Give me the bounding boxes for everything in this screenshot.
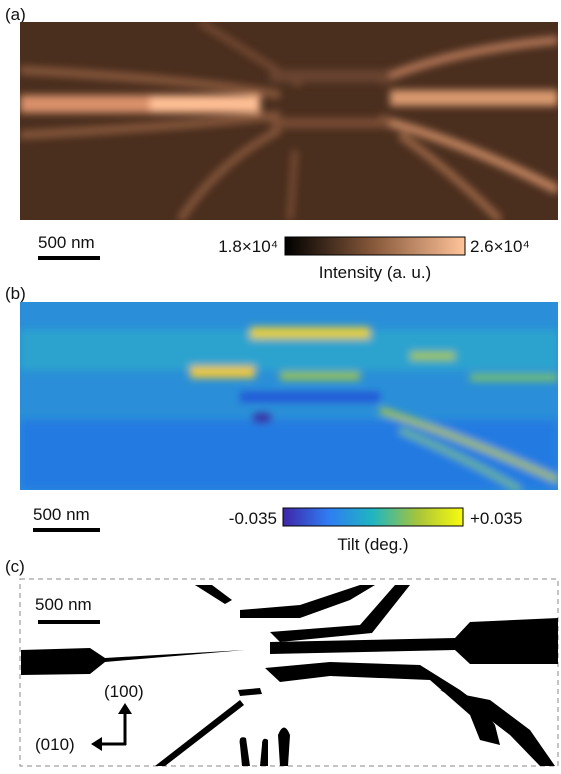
panel-label: (b) — [5, 284, 26, 303]
panel-label: (a) — [5, 5, 26, 24]
axis-label: (100) — [104, 682, 144, 701]
colorbar-max-label: 2.6×10⁴ — [470, 237, 530, 256]
scale-bar-label: 500 nm — [35, 595, 92, 614]
scale-bar — [38, 620, 100, 624]
colorbar-max-label: +0.035 — [470, 509, 522, 528]
tilt-map — [20, 302, 558, 490]
intensity-map — [20, 22, 558, 220]
axis-label: (010) — [35, 735, 75, 754]
scale-bar — [33, 528, 100, 532]
axis-arrows — [91, 703, 132, 751]
colorbar-title: Tilt (deg.) — [337, 535, 408, 554]
device-outline — [21, 585, 558, 766]
scale-bar-label: 500 nm — [38, 233, 95, 252]
panel-label: (c) — [5, 557, 25, 576]
scale-bar — [38, 256, 100, 260]
colorbar-min-label: 1.8×10⁴ — [218, 237, 278, 256]
colorbar-title: Intensity (a. u.) — [319, 263, 431, 282]
colorbar — [282, 507, 464, 527]
scale-bar-label: 500 nm — [33, 505, 90, 524]
colorbar — [284, 236, 466, 256]
colorbar-min-label: -0.035 — [229, 509, 277, 528]
frame — [19, 578, 559, 767]
